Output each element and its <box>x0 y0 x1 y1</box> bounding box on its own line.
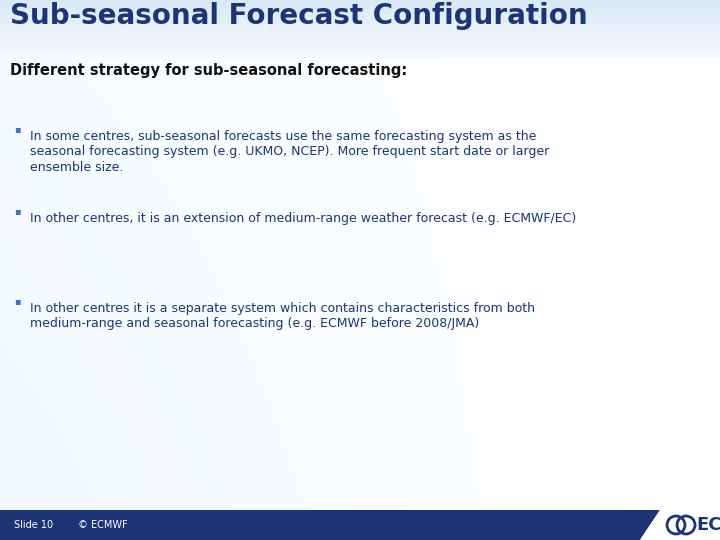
Polygon shape <box>640 510 668 540</box>
Text: ensemble size.: ensemble size. <box>30 161 123 174</box>
Text: In other centres, it is an extension of medium-range weather forecast (e.g. ECMW: In other centres, it is an extension of … <box>30 212 576 225</box>
Text: In other centres it is a separate system which contains characteristics from bot: In other centres it is a separate system… <box>30 302 535 315</box>
Text: Different strategy for sub-seasonal forecasting:: Different strategy for sub-seasonal fore… <box>10 63 408 78</box>
Text: ▪: ▪ <box>14 206 21 216</box>
Text: ECMWF: ECMWF <box>696 516 720 534</box>
Text: seasonal forecasting system (e.g. UKMO, NCEP). More frequent start date or large: seasonal forecasting system (e.g. UKMO, … <box>30 145 549 159</box>
Text: Slide 10        © ECMWF: Slide 10 © ECMWF <box>14 520 127 530</box>
Text: Sub-seasonal Forecast Configuration: Sub-seasonal Forecast Configuration <box>10 2 588 30</box>
Text: In some centres, sub-seasonal forecasts use the same forecasting system as the: In some centres, sub-seasonal forecasts … <box>30 130 536 143</box>
Text: ▪: ▪ <box>14 124 21 134</box>
Polygon shape <box>0 510 660 540</box>
Text: medium-range and seasonal forecasting (e.g. ECMWF before 2008/JMA): medium-range and seasonal forecasting (e… <box>30 318 480 330</box>
Text: ▪: ▪ <box>14 296 21 306</box>
